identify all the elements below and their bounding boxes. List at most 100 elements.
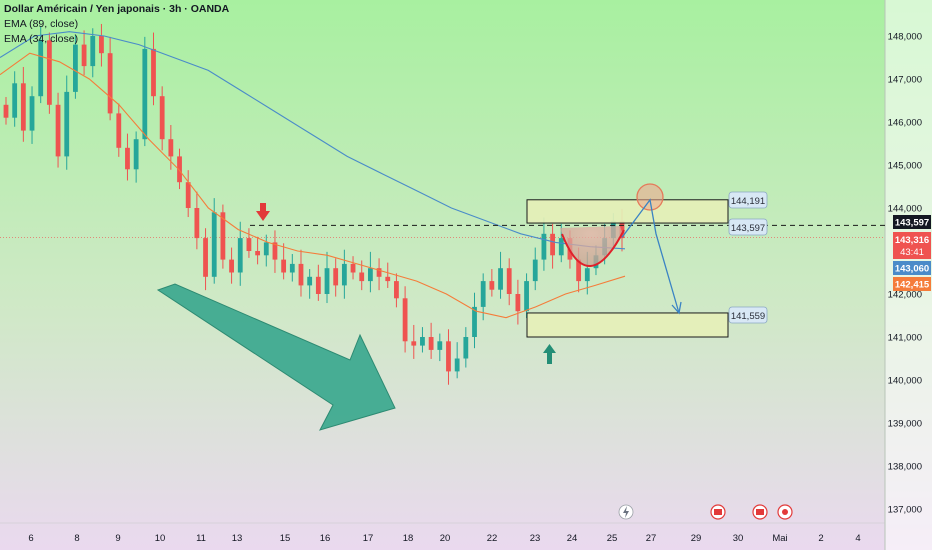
candle-body: [81, 44, 87, 67]
candle-body: [90, 36, 96, 67]
candle-body: [125, 147, 130, 170]
support-zone[interactable]: [526, 312, 729, 338]
candle-body: [107, 53, 113, 114]
candle-body: [350, 263, 356, 273]
candle-body: [142, 48, 148, 140]
candle-body: [541, 233, 547, 260]
x-tick-label: 13: [232, 533, 243, 544]
price-tag-current: 143,316 43:41: [893, 232, 931, 259]
candle-body: [246, 238, 252, 251]
candle-body: [46, 40, 52, 105]
candle-body: [298, 263, 304, 286]
svg-text:143,316: 143,316: [895, 235, 929, 246]
svg-text:143,597: 143,597: [895, 218, 929, 229]
x-tick-label: 30: [733, 533, 744, 544]
svg-text:142,415: 142,415: [895, 280, 930, 291]
candle-body: [420, 337, 425, 346]
economic-event-icon[interactable]: [777, 504, 793, 520]
y-tick-label: 138,000: [888, 462, 922, 473]
candle-body: [55, 104, 61, 157]
candles: [3, 23, 625, 385]
candle-body: [229, 259, 234, 273]
cup-pattern: [560, 226, 622, 267]
bar-countdown: 43:41: [900, 247, 924, 258]
candle-body: [272, 242, 278, 260]
x-tick-label: 24: [567, 533, 578, 544]
x-tick-label: 6: [28, 533, 33, 544]
x-tick-label: 16: [320, 533, 331, 544]
x-tick-label: 4: [855, 533, 860, 544]
support-label: 141,559: [731, 311, 765, 322]
candle-body: [159, 96, 165, 140]
candle-body: [3, 104, 9, 118]
projection-path[interactable]: [621, 198, 680, 314]
candle-body: [480, 281, 486, 307]
support-label-box: [728, 306, 768, 324]
candle-body: [116, 113, 122, 148]
economic-event-icon[interactable]: [710, 504, 726, 520]
candle-body: [237, 238, 243, 273]
y-tick-label: 147,000: [888, 75, 922, 86]
candle-body: [576, 259, 582, 282]
candle-body: [220, 212, 226, 260]
candle-body: [289, 263, 295, 273]
y-tick-label: 148,000: [888, 32, 922, 43]
resistance-zone[interactable]: [526, 199, 729, 224]
red-down-marker-icon: [256, 203, 270, 221]
x-tick-label: Mai: [772, 533, 787, 544]
candle-body: [359, 272, 365, 282]
candle-body: [506, 268, 512, 294]
svg-text:143,060: 143,060: [895, 264, 929, 275]
resistance-label-box: [728, 191, 768, 209]
target-circle[interactable]: [636, 183, 664, 211]
y-tick-label: 141,000: [888, 333, 922, 344]
level-label-box: [728, 218, 768, 236]
candle-body: [177, 156, 182, 183]
candle-body: [584, 268, 590, 282]
candle-body: [619, 220, 625, 239]
x-tick-label: 29: [691, 533, 702, 544]
candle-body: [168, 139, 174, 157]
x-tick-label: 10: [155, 533, 166, 544]
earnings-flash-icon[interactable]: [618, 504, 634, 520]
x-tick-label: 20: [440, 533, 451, 544]
symbol-title[interactable]: Dollar Américain / Yen japonais · 3h · O…: [4, 3, 230, 15]
x-tick-label: 23: [530, 533, 541, 544]
green-up-marker-icon: [543, 344, 556, 364]
candle-body: [498, 268, 503, 290]
candle-body: [73, 44, 78, 92]
ema89-legend[interactable]: EMA (89, close): [4, 18, 79, 30]
ema34-legend[interactable]: EMA (34, close): [4, 33, 79, 45]
candle-body: [263, 242, 269, 256]
y-tick-label: 144,000: [888, 204, 922, 215]
x-tick-label: 22: [487, 533, 498, 544]
candle-body: [532, 259, 538, 282]
price-tag-ema89: 143,060: [893, 261, 931, 275]
candle-body: [255, 251, 261, 256]
candle-body: [524, 281, 529, 312]
candle-body: [550, 233, 555, 256]
candle-body: [558, 238, 564, 256]
economic-event-icon[interactable]: [752, 504, 768, 520]
level-label: 143,597: [731, 223, 765, 234]
x-tick-label: 15: [280, 533, 291, 544]
big-down-arrow: [156, 283, 396, 431]
ema-89-line: [0, 31, 626, 250]
y-tick-label: 145,000: [888, 161, 922, 172]
candle-body: [489, 281, 495, 290]
candle-body: [20, 83, 26, 131]
resistance-label: 144,191: [731, 196, 765, 207]
cup-outline: [561, 229, 625, 267]
candle-body: [315, 276, 321, 294]
projection-arrowhead: [671, 301, 682, 315]
candle-body: [454, 358, 460, 372]
candle-body: [385, 276, 391, 282]
candle-body: [376, 268, 382, 277]
ema-34-line: [0, 52, 626, 319]
y-tick-label: 137,000: [888, 505, 922, 516]
candle-body: [341, 263, 347, 286]
price-tag-level: 143,597: [893, 215, 931, 229]
candle-body: [463, 337, 469, 359]
